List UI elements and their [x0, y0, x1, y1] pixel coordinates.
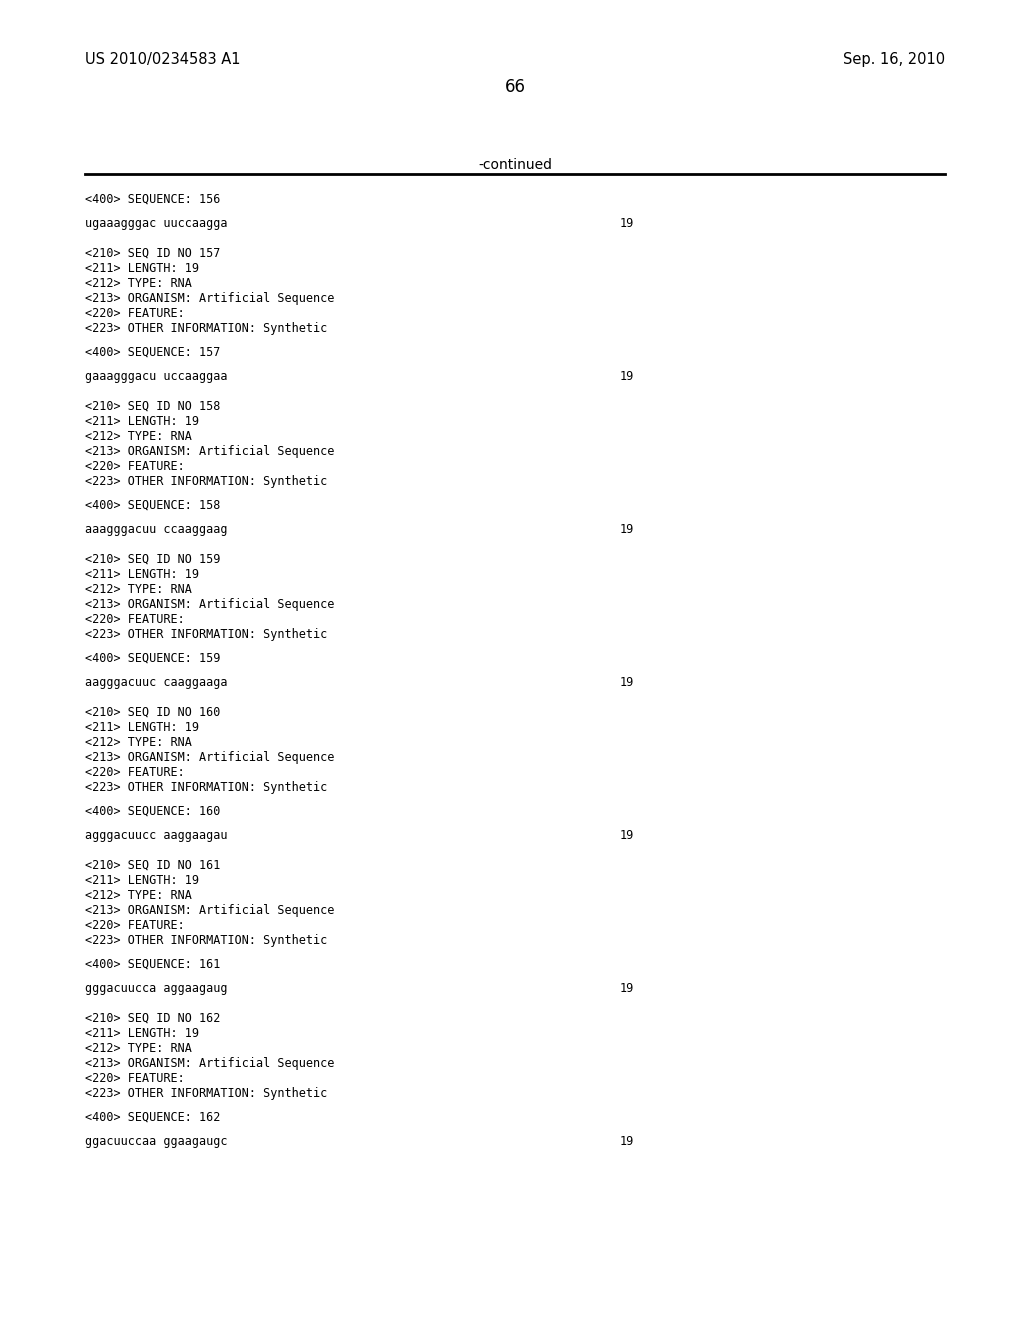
Text: gggacuucca aggaagaug: gggacuucca aggaagaug [85, 982, 227, 995]
Text: <212> TYPE: RNA: <212> TYPE: RNA [85, 888, 191, 902]
Text: 19: 19 [620, 523, 634, 536]
Text: <223> OTHER INFORMATION: Synthetic: <223> OTHER INFORMATION: Synthetic [85, 475, 328, 488]
Text: US 2010/0234583 A1: US 2010/0234583 A1 [85, 51, 241, 67]
Text: <400> SEQUENCE: 159: <400> SEQUENCE: 159 [85, 652, 220, 665]
Text: aaagggacuu ccaaggaag: aaagggacuu ccaaggaag [85, 523, 227, 536]
Text: <223> OTHER INFORMATION: Synthetic: <223> OTHER INFORMATION: Synthetic [85, 1086, 328, 1100]
Text: 66: 66 [505, 78, 525, 96]
Text: <400> SEQUENCE: 157: <400> SEQUENCE: 157 [85, 346, 220, 359]
Text: <211> LENGTH: 19: <211> LENGTH: 19 [85, 414, 199, 428]
Text: <213> ORGANISM: Artificial Sequence: <213> ORGANISM: Artificial Sequence [85, 904, 335, 917]
Text: <400> SEQUENCE: 156: <400> SEQUENCE: 156 [85, 193, 220, 206]
Text: <210> SEQ ID NO 161: <210> SEQ ID NO 161 [85, 859, 220, 873]
Text: <213> ORGANISM: Artificial Sequence: <213> ORGANISM: Artificial Sequence [85, 445, 335, 458]
Text: <212> TYPE: RNA: <212> TYPE: RNA [85, 583, 191, 597]
Text: ggacuuccaa ggaagaugc: ggacuuccaa ggaagaugc [85, 1135, 227, 1148]
Text: <210> SEQ ID NO 160: <210> SEQ ID NO 160 [85, 706, 220, 719]
Text: Sep. 16, 2010: Sep. 16, 2010 [843, 51, 945, 67]
Text: aagggacuuc caaggaaga: aagggacuuc caaggaaga [85, 676, 227, 689]
Text: 19: 19 [620, 370, 634, 383]
Text: <213> ORGANISM: Artificial Sequence: <213> ORGANISM: Artificial Sequence [85, 292, 335, 305]
Text: <211> LENGTH: 19: <211> LENGTH: 19 [85, 568, 199, 581]
Text: 19: 19 [620, 982, 634, 995]
Text: <223> OTHER INFORMATION: Synthetic: <223> OTHER INFORMATION: Synthetic [85, 628, 328, 642]
Text: 19: 19 [620, 216, 634, 230]
Text: <220> FEATURE:: <220> FEATURE: [85, 766, 184, 779]
Text: 19: 19 [620, 676, 634, 689]
Text: -continued: -continued [478, 158, 552, 172]
Text: <212> TYPE: RNA: <212> TYPE: RNA [85, 737, 191, 748]
Text: <220> FEATURE:: <220> FEATURE: [85, 1072, 184, 1085]
Text: <210> SEQ ID NO 158: <210> SEQ ID NO 158 [85, 400, 220, 413]
Text: <212> TYPE: RNA: <212> TYPE: RNA [85, 1041, 191, 1055]
Text: <220> FEATURE:: <220> FEATURE: [85, 459, 184, 473]
Text: <213> ORGANISM: Artificial Sequence: <213> ORGANISM: Artificial Sequence [85, 751, 335, 764]
Text: <210> SEQ ID NO 159: <210> SEQ ID NO 159 [85, 553, 220, 566]
Text: <223> OTHER INFORMATION: Synthetic: <223> OTHER INFORMATION: Synthetic [85, 781, 328, 795]
Text: <211> LENGTH: 19: <211> LENGTH: 19 [85, 1027, 199, 1040]
Text: <211> LENGTH: 19: <211> LENGTH: 19 [85, 721, 199, 734]
Text: <223> OTHER INFORMATION: Synthetic: <223> OTHER INFORMATION: Synthetic [85, 935, 328, 946]
Text: <400> SEQUENCE: 160: <400> SEQUENCE: 160 [85, 805, 220, 818]
Text: 19: 19 [620, 1135, 634, 1148]
Text: <210> SEQ ID NO 157: <210> SEQ ID NO 157 [85, 247, 220, 260]
Text: <212> TYPE: RNA: <212> TYPE: RNA [85, 277, 191, 290]
Text: <211> LENGTH: 19: <211> LENGTH: 19 [85, 874, 199, 887]
Text: <210> SEQ ID NO 162: <210> SEQ ID NO 162 [85, 1012, 220, 1026]
Text: agggacuucc aaggaagau: agggacuucc aaggaagau [85, 829, 227, 842]
Text: <400> SEQUENCE: 162: <400> SEQUENCE: 162 [85, 1111, 220, 1125]
Text: gaaagggacu uccaaggaa: gaaagggacu uccaaggaa [85, 370, 227, 383]
Text: <211> LENGTH: 19: <211> LENGTH: 19 [85, 261, 199, 275]
Text: <400> SEQUENCE: 161: <400> SEQUENCE: 161 [85, 958, 220, 972]
Text: <220> FEATURE:: <220> FEATURE: [85, 308, 184, 319]
Text: <213> ORGANISM: Artificial Sequence: <213> ORGANISM: Artificial Sequence [85, 1057, 335, 1071]
Text: ugaaagggac uuccaagga: ugaaagggac uuccaagga [85, 216, 227, 230]
Text: <400> SEQUENCE: 158: <400> SEQUENCE: 158 [85, 499, 220, 512]
Text: <223> OTHER INFORMATION: Synthetic: <223> OTHER INFORMATION: Synthetic [85, 322, 328, 335]
Text: 19: 19 [620, 829, 634, 842]
Text: <220> FEATURE:: <220> FEATURE: [85, 612, 184, 626]
Text: <213> ORGANISM: Artificial Sequence: <213> ORGANISM: Artificial Sequence [85, 598, 335, 611]
Text: <212> TYPE: RNA: <212> TYPE: RNA [85, 430, 191, 444]
Text: <220> FEATURE:: <220> FEATURE: [85, 919, 184, 932]
